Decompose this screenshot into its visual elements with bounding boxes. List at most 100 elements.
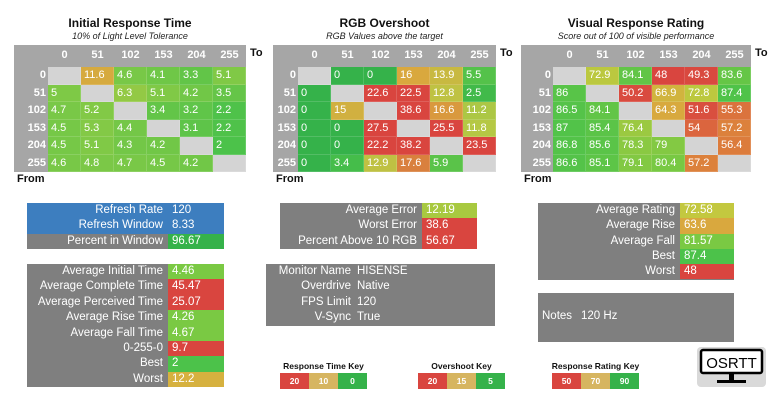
response-time-key: 20 10 0: [280, 373, 367, 389]
heatmap-cell: 4.3: [114, 137, 147, 155]
heatmap-cell: 76.4: [619, 119, 652, 137]
heatmap-cell: 4.2: [147, 137, 180, 155]
stat-value: 45.47: [168, 279, 224, 295]
heatmap-cell: 87: [553, 119, 586, 137]
column-header: 204: [437, 49, 456, 61]
to-axis-label: To: [250, 47, 263, 59]
heatmap-cell: [331, 84, 364, 102]
heatmap-cell: 4.5: [147, 154, 180, 172]
stat-row: Average Perceived Time 25.07: [27, 294, 224, 311]
row-header: 102: [532, 104, 551, 116]
heatmap-cell: [685, 137, 718, 155]
stat-label: Best: [651, 249, 675, 262]
row-header: 204: [27, 139, 46, 151]
response-rating-key-title: Response Rating Key: [551, 361, 640, 371]
heatmap-cell: 85.6: [586, 137, 619, 155]
column-header: 0: [61, 49, 68, 61]
monitor-info-panel: Monitor Name HISENSE Overdrive Native FPS Li…: [266, 264, 495, 326]
column-header: 153: [659, 49, 678, 61]
heatmap-cell: 4.1: [147, 67, 180, 85]
info-value: HISENSE: [357, 265, 408, 277]
heatmap-cell: 0: [364, 67, 397, 85]
heatmap-cell: 0: [298, 119, 331, 137]
stat-value: 87.4: [680, 248, 734, 265]
heatmap-cell: 55.3: [718, 102, 751, 120]
heatmap-cell: 85.1: [586, 154, 619, 172]
heatmap-cell: 0: [331, 67, 364, 85]
heatmap-cell: 6.3: [114, 84, 147, 102]
stat-value: 120: [168, 203, 224, 219]
heatmap-cell: [619, 102, 652, 120]
stat-row: Best 87.4: [538, 248, 734, 265]
heatmap-cell: 4.8: [81, 154, 114, 172]
row-header: 204: [532, 139, 551, 151]
heatmap-cell: 83.6: [718, 67, 751, 85]
heatmap-cell: 3.4: [147, 102, 180, 120]
from-axis-label: From: [276, 173, 304, 185]
row-header: 204: [277, 139, 296, 151]
overshoot-heatmap: 0 0 51 51 102 102 153 153 204 204 255 255 0 0 16 13.9 5.…: [273, 45, 496, 172]
heatmap-cell: 51.6: [685, 102, 718, 120]
notes-label: Notes: [542, 310, 573, 322]
stat-row: Average Initial Time 4.46: [27, 264, 224, 280]
heatmap-cell: 5.5: [463, 67, 496, 85]
stat-row: Percent Above 10 RGB 56.67: [280, 233, 477, 249]
heatmap-cell: 84.1: [586, 102, 619, 120]
heatmap-cell: 4.7: [114, 154, 147, 172]
row-header: 153: [27, 121, 46, 134]
column-header: 255: [725, 49, 744, 61]
logo-text: OSRTT: [706, 355, 757, 372]
stat-label: Average Error: [345, 204, 417, 216]
stat-value: 56.67: [422, 233, 477, 249]
stat-value: 81.57: [680, 233, 734, 249]
column-header: 102: [626, 49, 645, 61]
column-header: 102: [371, 49, 390, 61]
heatmap-cell: 56.4: [718, 137, 751, 155]
response-rating-key: 50 70 90: [552, 373, 639, 389]
column-header: 0: [566, 49, 573, 61]
stat-value: 4.46: [168, 264, 224, 280]
heatmap-cell: [180, 137, 213, 155]
key-swatch: 0: [338, 373, 367, 389]
heatmap-cell: 79: [652, 137, 685, 155]
from-axis-label: From: [524, 173, 552, 185]
heatmap-cell: 0: [298, 137, 331, 155]
heatmap-cell: 15: [331, 102, 364, 120]
heatmap-cell: 86.5: [553, 102, 586, 120]
overshoot-error-panel: Average Error 12.19 Worst Error 38.6 Percent…: [280, 203, 477, 249]
stat-value: 96.67: [168, 233, 224, 249]
stat-row: Percent in Window 96.67: [27, 233, 224, 249]
heatmap-cell: 38.6: [397, 102, 430, 120]
stat-label: Refresh Window: [78, 219, 163, 232]
heatmap-cell: 4.2: [180, 154, 213, 172]
from-axis-label: From: [17, 173, 45, 185]
heatmap-cell: 64.3: [652, 102, 685, 120]
info-row: Overdrive Native: [266, 279, 495, 294]
stat-row: Average Rise Time 4.26: [27, 310, 224, 326]
heatmap-cell: 3.3: [180, 67, 213, 85]
heatmap-cell: 4.5: [48, 119, 81, 137]
info-label: Overdrive: [301, 280, 351, 293]
overshoot-key: 20 15 5: [418, 373, 505, 389]
heatmap-cell: 25.5: [430, 119, 463, 137]
heatmap-cell: 4.6: [114, 67, 147, 85]
osrtt-logo: OSRTT: [697, 347, 766, 387]
heatmap-cell: 5.9: [430, 154, 463, 172]
initial-subtitle: 10% of Light Level Tolerance: [72, 31, 188, 41]
stat-row: Worst Error 38.6: [280, 218, 477, 234]
info-value: Native: [357, 280, 390, 293]
rating-heatmap: 0 0 51 51 102 102 153 153 204 204 255 255 72.9 84.1 48…: [521, 45, 751, 172]
stat-row: Average Complete Time 45.47: [27, 279, 224, 295]
heatmap-cell: 54: [685, 119, 718, 137]
heatmap-cell: 4.6: [48, 154, 81, 172]
key-swatch: 20: [418, 373, 447, 389]
heatmap-cell: 5.1: [81, 137, 114, 155]
rating-panel: Average Rating 72.58 Average Rise 63.6 Avera…: [538, 203, 734, 280]
heatmap-cell: 2.5: [463, 84, 496, 102]
heatmap-cell: 86.6: [553, 154, 586, 172]
heatmap-cell: [147, 119, 180, 137]
heatmap-cell: 12.8: [430, 84, 463, 102]
stat-row: Average Rating 72.58: [538, 203, 734, 219]
key-swatch: 10: [309, 373, 338, 389]
heatmap-cell: [364, 102, 397, 120]
